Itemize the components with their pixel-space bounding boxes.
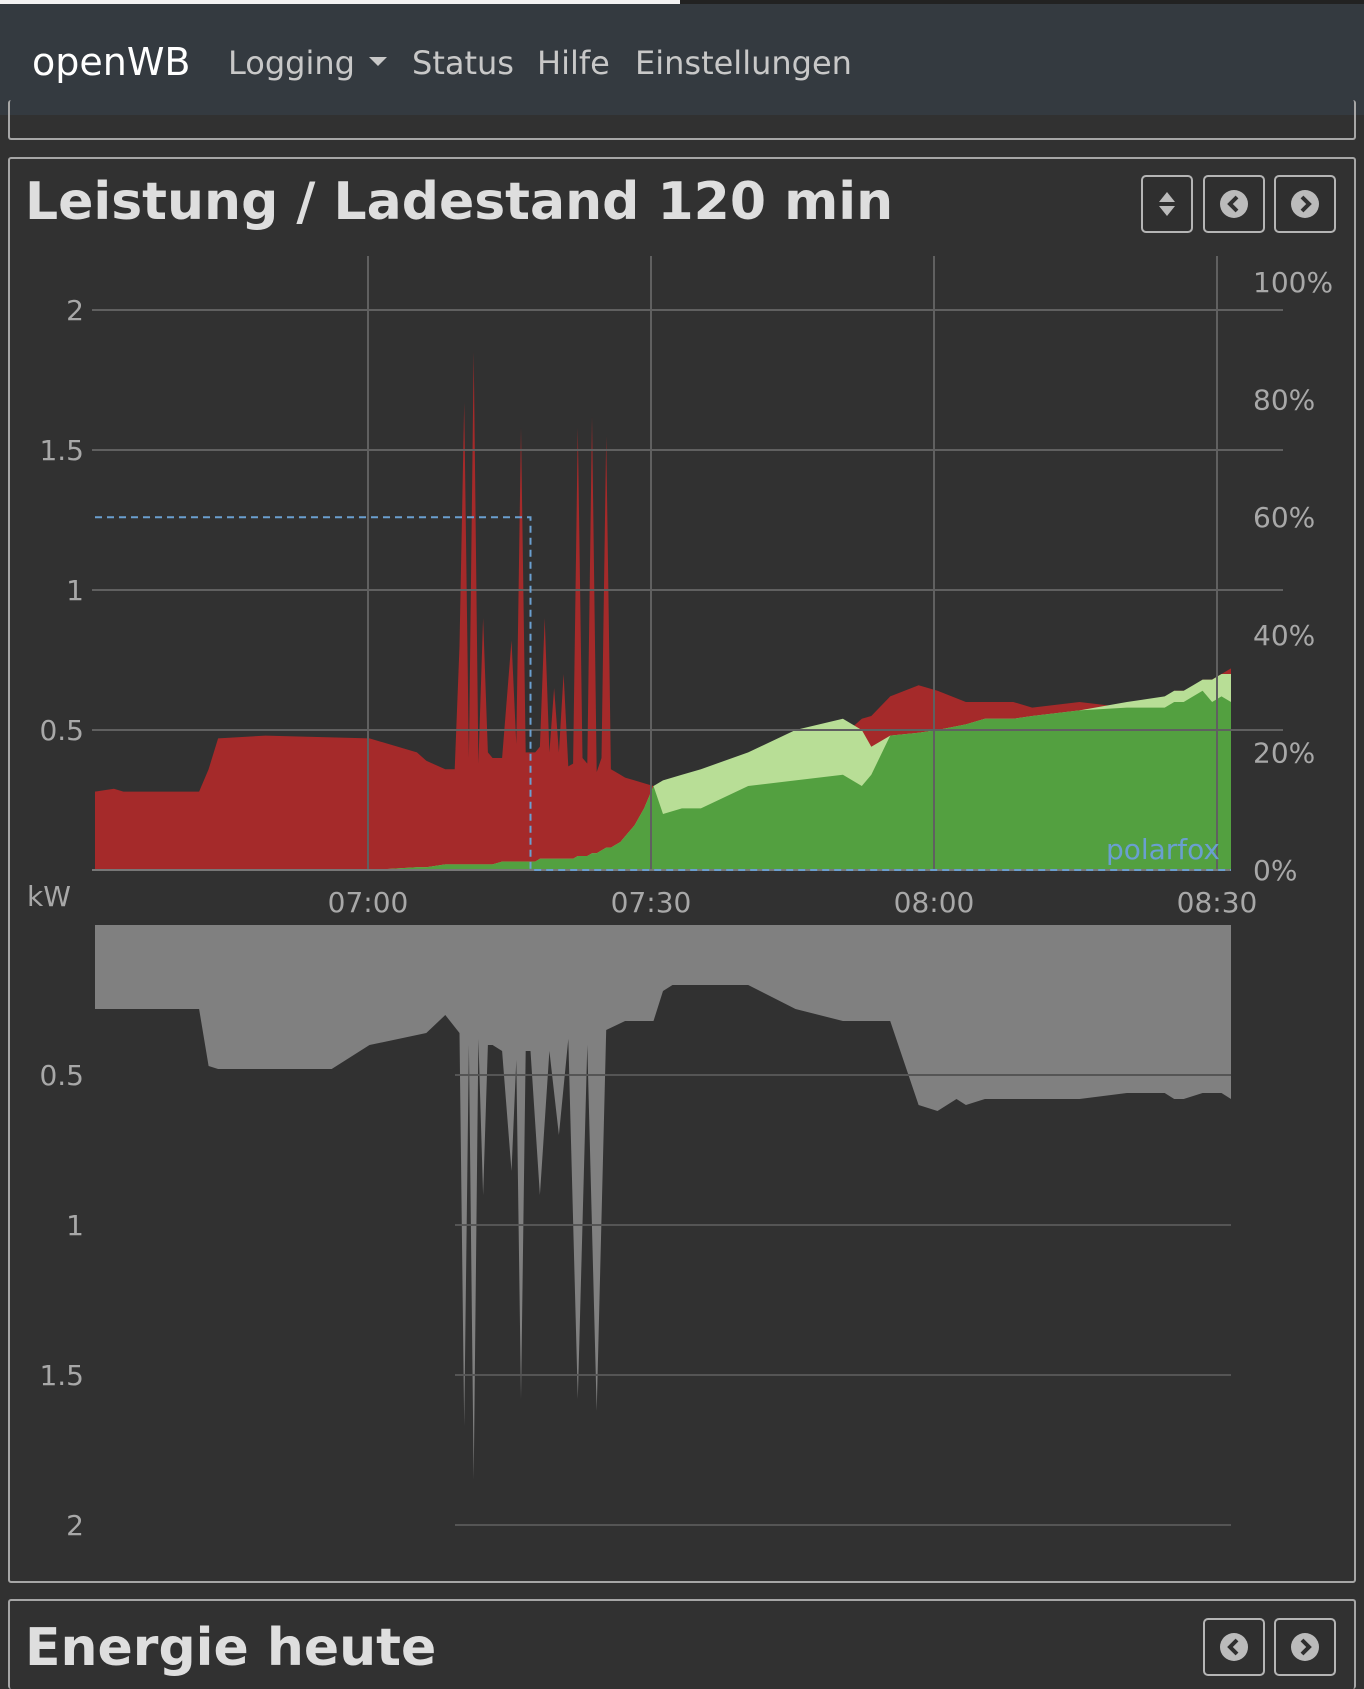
y-tick-label-lower: 0.5 <box>39 1059 84 1092</box>
y2-tick-label: 60% <box>1253 501 1315 534</box>
x-tick-label: 07:30 <box>611 886 692 919</box>
browser-top-strip-dark <box>680 0 1364 4</box>
energy-next-button[interactable] <box>1274 1618 1336 1676</box>
prev-button[interactable] <box>1203 175 1265 233</box>
x-tick-label: 08:30 <box>1177 886 1258 919</box>
upper-chart: 0.5 1 1.5 2 07:00 07:30 08:00 08:300% 20% 40% 60% 8… <box>27 256 1333 919</box>
nav-logging[interactable]: Logging <box>228 44 387 82</box>
y2-tick-label: 80% <box>1253 384 1315 417</box>
polarfox-label: polarfox <box>1106 833 1220 866</box>
y-tick-label-lower: 1 <box>66 1209 84 1242</box>
y2-tick-label: 20% <box>1253 736 1315 769</box>
nav-einstellungen[interactable]: Einstellungen <box>635 44 852 82</box>
nav-logging-label: Logging <box>228 44 355 82</box>
navbar: openWB Logging Status Hilfe Einstellunge… <box>0 4 1364 115</box>
y-tick-label: 1.5 <box>39 434 84 467</box>
brand[interactable]: openWB <box>32 40 191 84</box>
energy-card <box>8 1599 1356 1689</box>
y-tick-label: 0.5 <box>39 714 84 747</box>
lower-chart: 0.5 1 1.5 2 <box>39 925 1231 1542</box>
y2-tick-label: 0% <box>1253 854 1297 887</box>
sort-button[interactable] <box>1141 175 1193 233</box>
x-tick-label: 08:00 <box>894 886 975 919</box>
y2-tick-label: 100% <box>1253 266 1333 299</box>
nav-status[interactable]: Status <box>412 44 514 82</box>
y-tick-label-lower: 1.5 <box>39 1359 84 1392</box>
y-tick-label-lower: 2 <box>66 1509 84 1542</box>
chevron-left-circle-icon <box>1220 1633 1248 1661</box>
next-button[interactable] <box>1274 175 1336 233</box>
browser-top-strip <box>0 0 1364 4</box>
area-series-green <box>95 690 1231 870</box>
caret-down-icon <box>368 56 387 66</box>
chevron-right-circle-icon <box>1291 190 1319 218</box>
area-series-grey <box>95 925 1231 1480</box>
y-tick-label: 1 <box>66 574 84 607</box>
power-card <box>8 157 1356 1583</box>
nav-hilfe[interactable]: Hilfe <box>537 44 610 82</box>
sort-icon <box>1159 192 1175 216</box>
chevron-left-circle-icon <box>1220 190 1248 218</box>
power-card-title: Leistung / Ladestand 120 min <box>25 172 894 232</box>
soc-line-polarfox <box>95 516 1231 871</box>
chevron-right-circle-icon <box>1291 1633 1319 1661</box>
energy-prev-button[interactable] <box>1203 1618 1265 1676</box>
y-tick-label: 2 <box>66 294 84 327</box>
y2-tick-label: 40% <box>1253 619 1315 652</box>
previous-card <box>8 100 1356 140</box>
energy-card-title: Energie heute <box>25 1618 437 1678</box>
y-axis-unit-label: kW <box>27 880 71 913</box>
x-tick-label: 07:00 <box>328 886 409 919</box>
